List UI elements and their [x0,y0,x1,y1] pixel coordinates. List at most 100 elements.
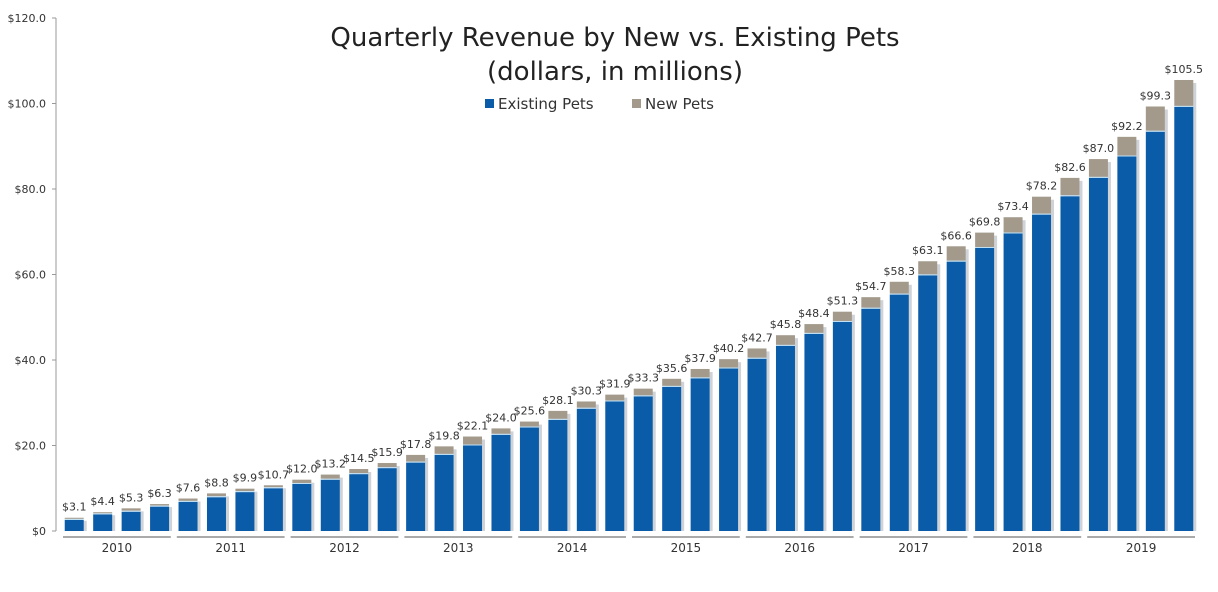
bar-new-pets [93,512,113,514]
bar-total-label: $92.2 [1111,120,1143,133]
bar-new-pets [1145,106,1165,131]
bar-total-label: $24.0 [485,411,517,424]
bar-total-label: $19.8 [428,429,460,442]
bar-new-pets [775,335,795,345]
bar-new-pets [633,388,653,396]
year-label: 2014 [557,541,588,555]
bar-new-pets [946,246,966,261]
bar-existing-pets [946,261,966,531]
bar-total-label: $87.0 [1083,142,1115,155]
bar-existing-pets [889,294,909,531]
bars: $3.1 $4.4 $5.3 $6.3 $7.6 $8.8 $9.9 $10.7$12.0$1… [62,63,1204,532]
bar-new-pets [178,498,198,501]
bar-new-pets [491,428,511,434]
bar-total-label: $10.7 [258,468,290,481]
bar-total-label: $63.1 [912,244,944,257]
bar-existing-pets [206,497,226,531]
bar-existing-pets [605,401,625,531]
bar-new-pets [975,232,995,247]
bar-total-label: $48.4 [798,307,830,320]
bar-total-label: $54.7 [855,280,887,293]
year-label: 2015 [671,541,702,555]
legend-swatch-new [632,99,641,108]
bar-total-label: $45.8 [770,318,802,331]
bar-new-pets [263,485,283,488]
bar-existing-pets [1145,131,1165,531]
bar-new-pets [747,348,767,358]
bar-total-label: $35.6 [656,362,688,375]
bar-new-pets [719,359,739,368]
bar-existing-pets [1032,214,1052,531]
bar-existing-pets [519,427,539,531]
chart-title: Quarterly Revenue by New vs. Existing Pe… [330,23,899,53]
bar-existing-pets [662,386,682,531]
legend: Existing Pets New Pets [485,95,714,113]
bar-total-label: $51.3 [827,295,859,308]
bar-total-label: $31.9 [599,378,631,391]
bar-total-label: $82.6 [1054,161,1086,174]
bar-new-pets [206,493,226,497]
bar-existing-pets [434,454,454,531]
bar-new-pets [1032,196,1052,214]
bar-new-pets [1117,136,1137,156]
bar-new-pets [576,401,596,408]
bar-total-label: $13.2 [315,458,347,471]
bar-new-pets [1088,159,1108,177]
legend-swatch-existing [485,99,494,108]
bar-existing-pets [804,333,824,531]
bar-total-label: $5.3 [119,491,144,504]
bar-new-pets [463,436,483,445]
y-tick-label: $120.0 [8,12,47,25]
y-tick-label: $60.0 [15,269,47,282]
bar-existing-pets [406,462,426,531]
bar-new-pets [150,504,170,506]
bar-existing-pets [918,275,938,531]
bar-new-pets [349,469,369,474]
bar-new-pets [1060,177,1080,196]
bar-existing-pets [320,479,340,531]
bar-existing-pets [150,506,170,531]
x-axis-year-groups: 2010 2011 2012 2013 2014 2015 2016 2017 2018 2019 [63,536,1195,555]
y-axis-ticks: $0 $20.0 $40.0 $60.0 $80.0 $100.0 $120.0 [8,12,56,538]
legend-label-existing: Existing Pets [498,95,594,113]
bar-existing-pets [1088,177,1108,531]
bar-existing-pets [93,514,113,531]
bar-existing-pets [64,519,84,531]
year-label: 2013 [443,541,474,555]
bar-total-label: $6.3 [147,487,172,500]
year-label: 2016 [784,541,815,555]
bar-total-label: $12.0 [286,463,318,476]
bar-new-pets [519,421,539,427]
bar-new-pets [235,488,255,492]
bar-existing-pets [1174,106,1194,532]
bar-total-label: $105.5 [1165,63,1204,76]
bar-existing-pets [491,434,511,531]
bar-total-label: $3.1 [62,501,87,514]
year-label: 2010 [102,541,133,555]
bar-total-label: $33.3 [627,372,659,385]
bar-existing-pets [463,445,483,531]
bar-new-pets [889,281,909,294]
year-label: 2019 [1126,541,1157,555]
bar-existing-pets [263,488,283,531]
bar-new-pets [121,508,141,511]
bar-total-label: $25.6 [514,405,546,418]
year-label: 2018 [1012,541,1043,555]
bar-existing-pets [349,474,369,531]
bar-existing-pets [235,492,255,531]
bar-total-label: $15.9 [371,446,403,459]
bar-total-label: $78.2 [1026,180,1058,193]
bar-existing-pets [775,345,795,531]
bar-existing-pets [633,396,653,531]
bar-total-label: $37.9 [684,352,716,365]
year-label: 2012 [329,541,360,555]
bar-new-pets [832,311,852,321]
bar-new-pets [690,368,710,378]
year-label: 2011 [215,541,246,555]
bar-total-label: $28.1 [542,394,574,407]
bar-existing-pets [747,358,767,531]
bar-existing-pets [1117,156,1137,531]
bar-existing-pets [576,408,596,531]
legend-label-new: New Pets [645,95,714,113]
